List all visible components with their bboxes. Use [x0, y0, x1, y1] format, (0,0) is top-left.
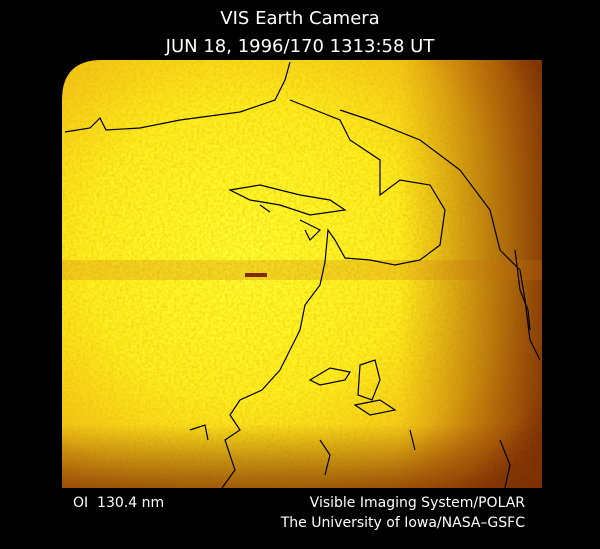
filter-label: OI 130.4 nm [73, 495, 164, 511]
title: VIS Earth Camera [220, 8, 379, 29]
earth-image [62, 60, 542, 488]
instrument-label: Visible Imaging System/POLAR [310, 495, 526, 511]
credit-label: The University of Iowa/NASA–GSFC [280, 515, 526, 531]
timestamp: JUN 18, 1996/170 1313:58 UT [165, 36, 436, 57]
coastlines [64, 61, 541, 488]
